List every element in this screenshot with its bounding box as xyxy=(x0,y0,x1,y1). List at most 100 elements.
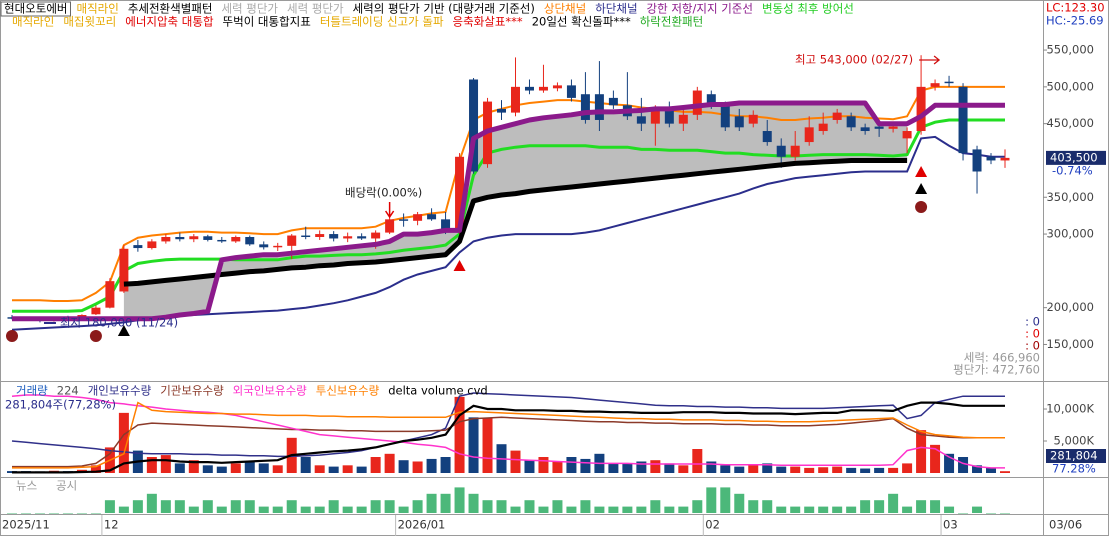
volume-bar xyxy=(90,465,101,473)
legend-item: 뚜벅이 대통합지표 xyxy=(223,15,311,29)
candle-body xyxy=(217,239,227,242)
candle-body xyxy=(678,114,688,124)
indicator-line xyxy=(123,158,908,287)
candle-body xyxy=(427,214,437,220)
volume-bar xyxy=(692,449,703,473)
news-bar xyxy=(538,506,549,513)
current-volume-box xyxy=(1046,449,1106,463)
news-bar xyxy=(482,500,493,513)
volume-bar xyxy=(664,463,675,473)
x-last-date: 03/06 xyxy=(1049,518,1082,532)
news-bar xyxy=(440,493,451,513)
news-bar xyxy=(930,500,941,513)
legend-item: 변동성 최후 방어선 xyxy=(762,2,854,16)
volume-bar xyxy=(188,460,199,473)
candle-body xyxy=(231,237,241,242)
news-bar xyxy=(748,500,759,513)
candle-body xyxy=(930,83,940,87)
candle-body xyxy=(1000,157,1010,161)
news-bar xyxy=(314,506,325,513)
candle-body xyxy=(734,116,744,128)
legend-item: 개인보유수량 xyxy=(88,384,152,398)
news-bar xyxy=(328,500,339,513)
legend-item: 추세전환색별패턴 xyxy=(128,2,213,16)
signal-marker xyxy=(117,325,130,336)
candle-body xyxy=(986,156,996,161)
news-bar xyxy=(510,506,521,513)
volume-bar xyxy=(734,466,745,473)
news-bar xyxy=(636,506,647,513)
news-bar xyxy=(692,500,703,513)
current-volume-label: 281,804 xyxy=(1050,449,1098,463)
volume-bar xyxy=(412,461,423,473)
news-bar xyxy=(244,500,255,513)
candle-body xyxy=(329,234,339,239)
y-tick-label: 300,000 xyxy=(1046,227,1094,241)
legend-item: 매직라인 xyxy=(12,15,54,29)
candle-body xyxy=(301,235,311,238)
volume-bar xyxy=(230,463,241,473)
candle-body xyxy=(287,235,297,246)
candle-body xyxy=(944,81,954,84)
news-bar xyxy=(1000,513,1010,514)
news-bar xyxy=(622,506,633,513)
candle-body xyxy=(762,131,772,143)
candle-body xyxy=(972,149,982,172)
legend-item: delta volume cvd xyxy=(388,384,487,398)
candle-body xyxy=(608,97,618,106)
news-bar xyxy=(790,506,801,513)
volume-bar xyxy=(832,466,843,473)
candle-body xyxy=(958,86,968,154)
candle-body xyxy=(343,236,353,239)
legend-item: 세력 평단가 xyxy=(287,2,344,16)
y-tick-label: 150,000 xyxy=(1046,337,1094,351)
volume-bar xyxy=(944,453,955,473)
legend-item: 하단채널 xyxy=(595,2,637,16)
candle-body xyxy=(357,236,367,239)
news-bar xyxy=(258,506,269,513)
candle-body xyxy=(441,219,451,231)
x-tick-label: 03 xyxy=(943,518,958,532)
indicator-line xyxy=(12,100,1005,322)
news-bar xyxy=(230,500,241,513)
candle-body xyxy=(804,127,814,143)
volume-bar xyxy=(972,465,983,473)
candle-body xyxy=(748,114,758,124)
candle-body xyxy=(846,116,856,128)
candle-body xyxy=(371,232,381,239)
legend-item: 강한 저항/지지 기준선 xyxy=(647,2,753,16)
news-bar xyxy=(860,500,871,513)
candle-body xyxy=(469,79,479,172)
signal-marker xyxy=(915,183,928,194)
candle-body xyxy=(566,85,576,98)
volume-bar xyxy=(426,458,437,473)
legend-item: 상단채널 xyxy=(544,2,586,16)
high-arrow xyxy=(919,55,941,65)
volume-bar xyxy=(902,463,913,473)
signal-marker xyxy=(453,260,466,271)
volume-bar xyxy=(482,417,493,473)
news-bar xyxy=(888,493,899,513)
news-bar xyxy=(594,506,605,513)
volume-bar xyxy=(244,461,255,473)
news-bar xyxy=(286,500,297,513)
holding-label: 281,804주(77,28%) xyxy=(5,398,116,412)
candle-body xyxy=(790,145,800,157)
news-bar xyxy=(776,506,787,513)
candle-body xyxy=(273,245,283,248)
volume-bar xyxy=(342,465,353,473)
news-bar xyxy=(160,500,171,513)
news-bar xyxy=(972,506,983,513)
volume-bar xyxy=(272,465,283,473)
candle-body xyxy=(636,116,646,124)
volume-bar xyxy=(300,457,311,473)
candle-body xyxy=(91,307,101,315)
candle-body xyxy=(161,237,171,242)
candle-body xyxy=(133,245,143,249)
volume-bar xyxy=(958,457,969,473)
news-bar xyxy=(832,506,843,513)
volume-bar xyxy=(454,396,465,473)
y-tick-label: 5,000K xyxy=(1054,434,1095,448)
zero-marker: : 0 xyxy=(1025,327,1040,341)
news-bar xyxy=(300,506,311,513)
